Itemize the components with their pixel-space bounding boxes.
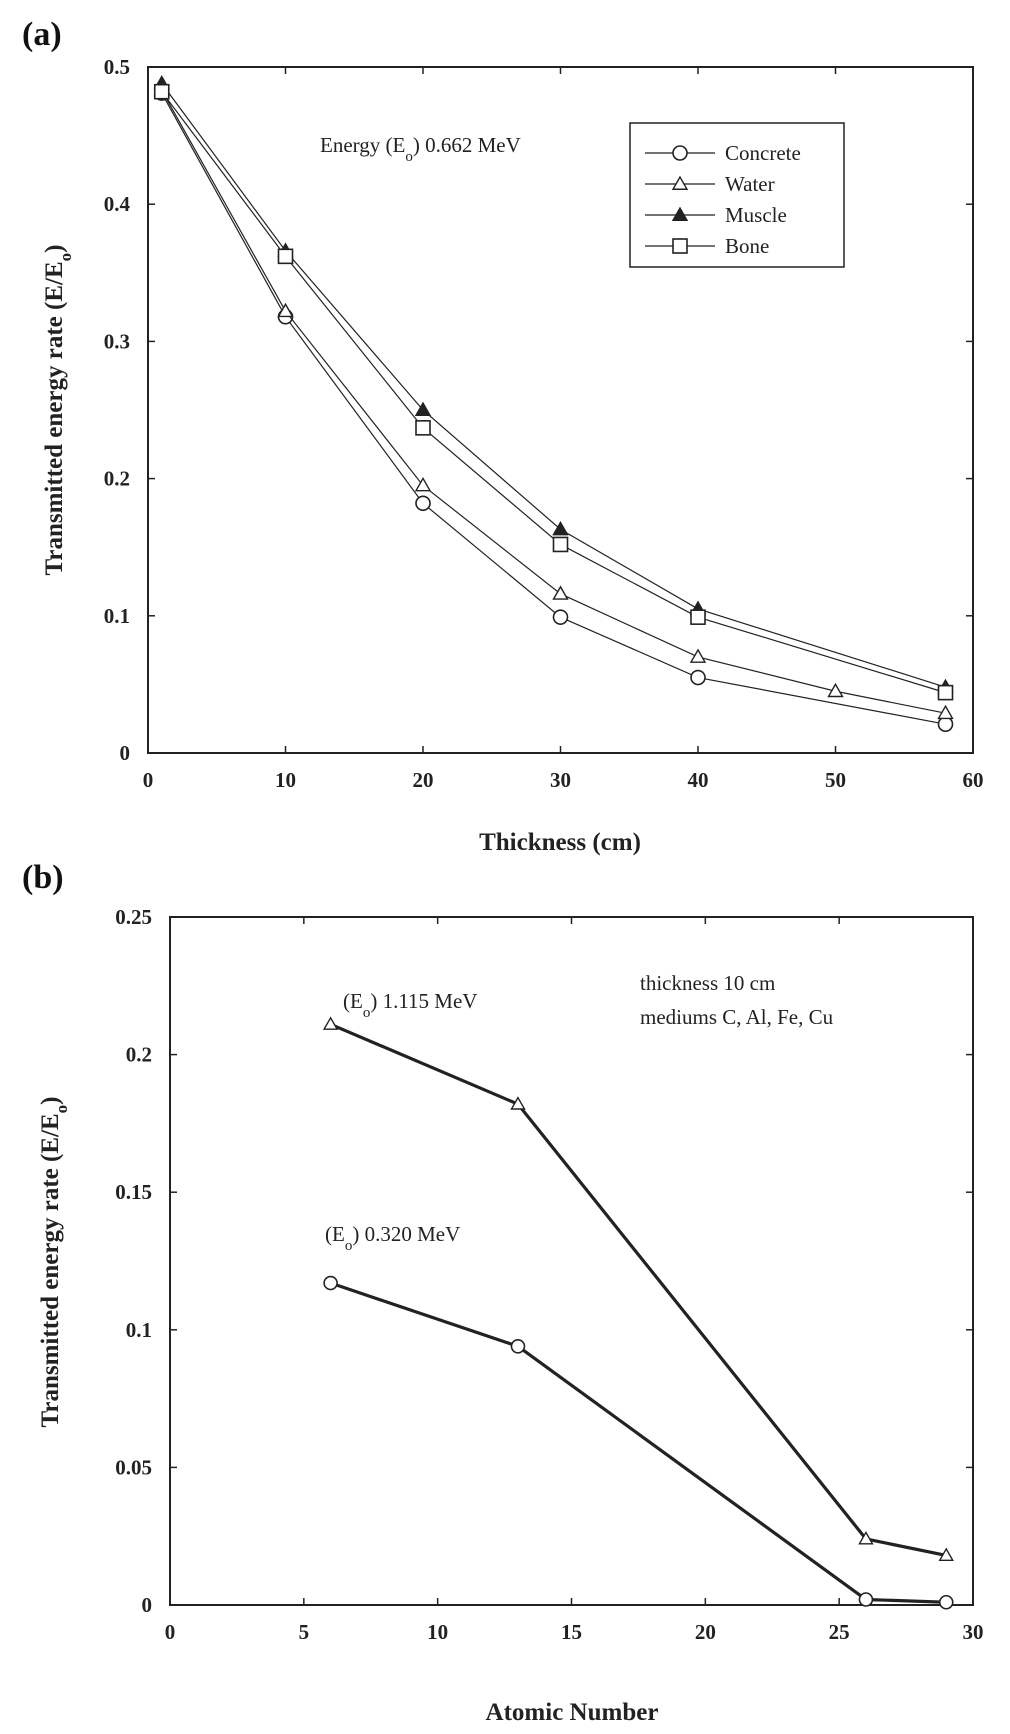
data-point-water [937, 704, 954, 720]
y-tick-label: 0.3 [104, 329, 130, 353]
data-point-water [552, 585, 569, 600]
data-point-muscle [552, 520, 569, 536]
data-point-1-115-mev [510, 1096, 526, 1110]
y-tick-label: 0 [142, 1593, 153, 1617]
panel-a-energy-annotation: Energy (Eo) 0.662 MeV [320, 133, 521, 165]
data-point-concrete [552, 609, 569, 625]
data-point-bone [552, 536, 569, 553]
panel-b-x-axis-title: Atomic Number [486, 1699, 659, 1726]
y-tick-label: 0.2 [104, 467, 130, 491]
panel-a-series [153, 75, 954, 732]
x-tick-label: 50 [825, 768, 846, 792]
panel-a-x-axis-title: Thickness (cm) [479, 829, 641, 856]
data-point-0-320-mev [938, 1594, 954, 1610]
panel-b-ticks: 0 5 10 15 20 25 30 0 0.05 0.1 0.15 0.2 0.25 [115, 905, 983, 1644]
y-tick-label: 0 [120, 741, 131, 765]
series-line-muscle [161, 83, 946, 688]
data-point-bone [937, 684, 954, 701]
series-line-bone [161, 91, 946, 694]
legend-marker-muscle [671, 206, 689, 221]
series-line-concrete [161, 92, 946, 725]
panel-a-legend: Concrete Water Muscle Bone [629, 122, 845, 268]
x-tick-label: 15 [561, 1620, 582, 1644]
panel-a-plot-area [147, 66, 974, 754]
y-tick-label: 0.25 [115, 905, 152, 929]
x-tick-label: 10 [427, 1620, 448, 1644]
series-line-0-320-mev [330, 1281, 947, 1604]
y-tick-label: 0.1 [126, 1318, 152, 1342]
legend-marker-concrete [672, 145, 688, 161]
data-point-muscle [414, 401, 432, 416]
legend-label-bone: Bone [725, 234, 769, 258]
legend-label-water: Water [725, 172, 775, 196]
data-point-bone [153, 83, 170, 100]
data-point-0-320-mev [510, 1339, 526, 1354]
y-tick-label: 0.1 [104, 604, 130, 628]
panel-b-annotation-line-1: thickness 10 cm [640, 971, 775, 995]
data-point-concrete [690, 669, 706, 686]
legend-label-concrete: Concrete [725, 141, 801, 165]
panel-a-label: (a) [22, 16, 62, 53]
data-point-water [827, 682, 844, 698]
legend-label-muscle: Muscle [725, 203, 787, 227]
data-point-concrete [937, 716, 954, 732]
data-point-bone [690, 609, 706, 625]
x-tick-label: 20 [413, 768, 434, 792]
x-tick-label: 30 [963, 1620, 984, 1644]
data-point-water [414, 477, 432, 492]
data-point-bone [415, 420, 431, 436]
x-tick-label: 5 [299, 1620, 310, 1644]
data-point-0-320-mev [858, 1592, 874, 1607]
y-tick-label: 0.15 [115, 1180, 152, 1204]
panel-b-label: (b) [22, 859, 64, 896]
x-tick-label: 10 [275, 768, 296, 792]
x-tick-label: 0 [165, 1620, 176, 1644]
series-line-1-115-mev [329, 1022, 947, 1558]
panel-b-annotation-line-2: mediums C, Al, Fe, Cu [640, 1005, 834, 1029]
x-tick-label: 20 [695, 1620, 716, 1644]
data-point-0-320-mev [323, 1275, 338, 1291]
y-tick-label: 0.4 [104, 192, 131, 216]
series-label-0320: (Eo) 0.320 MeV [325, 1222, 460, 1254]
data-point-water [277, 302, 294, 318]
data-point-1-115-mev [938, 1547, 954, 1562]
data-point-1-115-mev [858, 1531, 874, 1545]
x-tick-label: 40 [688, 768, 709, 792]
x-tick-label: 0 [143, 768, 154, 792]
series-label-1115: (Eo) 1.115 MeV [343, 989, 477, 1021]
legend-marker-bone [672, 238, 688, 254]
legend-marker-water [671, 175, 689, 190]
y-tick-label: 0.5 [104, 55, 130, 79]
panel-a-y-axis-title: Transmitted energy rate (E/Eo) [41, 245, 75, 576]
y-tick-label: 0.05 [115, 1455, 152, 1479]
legend-box [629, 122, 845, 268]
y-tick-label: 0.2 [126, 1043, 152, 1067]
data-point-1-115-mev [322, 1016, 339, 1030]
data-point-concrete [415, 495, 431, 512]
x-tick-label: 25 [829, 1620, 850, 1644]
panel-b-y-axis-title: Transmitted energy rate (E/Eo) [37, 1097, 71, 1428]
panel-a-chart: (a) 0 10 20 30 40 50 60 0 0.1 0.2 0.3 0.4 0.5 Energy… [22, 16, 984, 856]
x-tick-label: 30 [550, 768, 571, 792]
panel-b-plot-area [169, 916, 974, 1606]
x-tick-label: 60 [963, 768, 984, 792]
panel-b-series [322, 1016, 954, 1610]
panel-b-chart: (b) 0 5 10 15 20 25 30 0 0.05 0.1 0.15 0.2 0.25 thic… [22, 859, 984, 1726]
data-point-water [689, 648, 707, 663]
data-point-bone [277, 248, 294, 265]
panel-a-ticks: 0 10 20 30 40 50 60 0 0.1 0.2 0.3 0.4 0.5 [104, 55, 984, 792]
